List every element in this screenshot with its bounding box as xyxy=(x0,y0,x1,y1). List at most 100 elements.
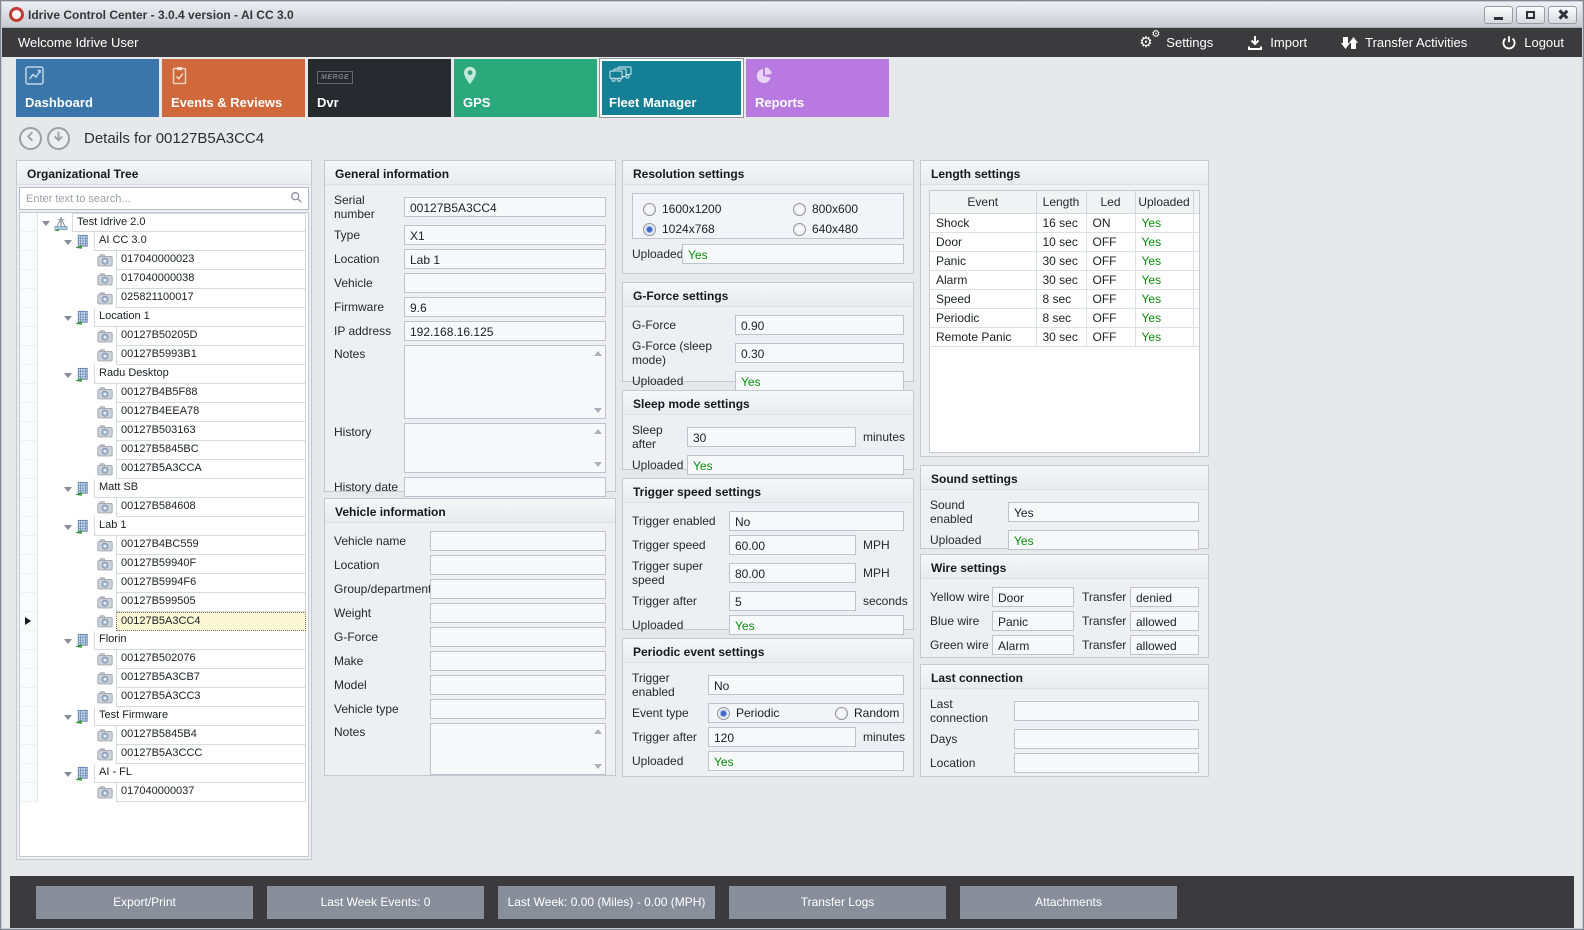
type-field[interactable]: X1 xyxy=(404,225,606,245)
uploaded-field[interactable]: Yes xyxy=(687,455,904,475)
event-type-option-periodic[interactable]: Periodic xyxy=(717,706,835,720)
tree-node-label[interactable]: Matt SB xyxy=(94,479,306,498)
search-icon[interactable] xyxy=(290,191,303,209)
tree-node-label[interactable]: AI - FL xyxy=(94,764,306,783)
tree-node-label[interactable]: 017040000023 xyxy=(116,251,306,270)
maximize-button[interactable] xyxy=(1516,5,1545,24)
tab-events-reviews[interactable]: Events & Reviews xyxy=(162,59,305,117)
tree-row[interactable]: Test Idrive 2.0 xyxy=(20,213,308,232)
ip-address-field[interactable]: 192.168.16.125 xyxy=(404,321,606,341)
notes-textarea[interactable] xyxy=(404,345,606,419)
collapse-arrow-icon[interactable] xyxy=(60,372,75,378)
history-textarea[interactable] xyxy=(404,423,606,473)
tree-node-label[interactable]: 00127B50205D xyxy=(116,327,306,346)
attachments-button[interactable]: Attachments xyxy=(960,885,1177,919)
tree-node-label[interactable]: Test Idrive 2.0 xyxy=(72,213,306,232)
tree-node-label[interactable]: 00127B59940F xyxy=(116,555,306,574)
tree-node-label[interactable]: 00127B4BC559 xyxy=(116,536,306,555)
tree-node-label[interactable]: 00127B5A3CCA xyxy=(116,460,306,479)
history-date-field[interactable] xyxy=(404,477,606,497)
expand-down-button[interactable] xyxy=(47,127,70,150)
tree-node-label[interactable]: 00127B4B5F88 xyxy=(116,384,306,403)
sound-enabled-field[interactable]: Yes xyxy=(1008,502,1199,522)
tree-row[interactable]: Florin xyxy=(20,631,308,650)
tree-node-label[interactable]: 00127B5A3CCC xyxy=(116,745,306,764)
radio-icon[interactable] xyxy=(643,202,656,216)
tree-node-label[interactable]: 00127B599505 xyxy=(116,593,306,612)
tree-node-label[interactable]: 00127B5A3CB7 xyxy=(116,669,306,688)
tree-row[interactable]: AI CC 3.0 xyxy=(20,232,308,251)
tree-node-label[interactable]: 00127B5845B4 xyxy=(116,726,306,745)
import-button[interactable]: Import xyxy=(1247,35,1307,51)
tree-row[interactable]: 00127B5A3CB7 xyxy=(20,669,308,688)
resolution-option-800x600[interactable]: 800x600 xyxy=(793,199,903,219)
tab-reports[interactable]: Reports xyxy=(746,59,889,117)
collapse-arrow-icon[interactable] xyxy=(60,315,75,321)
scroll-up-icon[interactable] xyxy=(594,351,602,356)
scroll-down-icon[interactable] xyxy=(594,408,602,413)
minimize-button[interactable] xyxy=(1484,5,1513,24)
tree-node-label[interactable]: Lab 1 xyxy=(94,517,306,536)
trigger-super-speed-field[interactable]: 80.00 xyxy=(729,563,856,583)
trigger-enabled-field[interactable]: No xyxy=(729,511,904,531)
tree-node-label[interactable]: 00127B5A3CC4 xyxy=(116,612,306,631)
tree-row[interactable]: Lab 1 xyxy=(20,517,308,536)
tree-node-label[interactable]: 00127B584608 xyxy=(116,498,306,517)
model-field[interactable] xyxy=(430,675,606,695)
trigger-after-field[interactable]: 120 xyxy=(708,727,856,747)
tab-dvr[interactable]: MERGE Dvr xyxy=(308,59,451,117)
collapse-arrow-icon[interactable] xyxy=(60,638,75,644)
sleep-after-field[interactable]: 30 xyxy=(687,427,856,447)
vehicle-name-field[interactable] xyxy=(430,531,606,551)
tree-row[interactable]: 025821100017 xyxy=(20,289,308,308)
tree-row[interactable]: 017040000023 xyxy=(20,251,308,270)
tree-row[interactable]: 00127B5A3CC4 xyxy=(20,612,308,631)
tree-row[interactable]: AI - FL xyxy=(20,764,308,783)
tree-row[interactable]: 00127B4B5F88 xyxy=(20,384,308,403)
tree-node-label[interactable]: 00127B503163 xyxy=(116,422,306,441)
length-table-row[interactable]: Remote Panic 30 sec OFF Yes xyxy=(930,326,1199,347)
tree-row[interactable]: 00127B4BC559 xyxy=(20,536,308,555)
g-force-sleep-mode--field[interactable]: 0.30 xyxy=(735,343,904,363)
collapse-arrow-icon[interactable] xyxy=(60,771,75,777)
radio-selected-icon[interactable] xyxy=(643,222,656,236)
collapse-arrow-icon[interactable] xyxy=(60,486,75,492)
tree-node-label[interactable]: 00127B5845BC xyxy=(116,441,306,460)
make-field[interactable] xyxy=(430,651,606,671)
tree-row[interactable]: 00127B5A3CCA xyxy=(20,460,308,479)
tree-node-label[interactable]: Test Firmware xyxy=(94,707,306,726)
tree-row[interactable]: Matt SB xyxy=(20,479,308,498)
days-field[interactable] xyxy=(1014,729,1199,749)
g-force-field[interactable] xyxy=(430,627,606,647)
tree-row[interactable]: 00127B5994F6 xyxy=(20,574,308,593)
tree-node-label[interactable]: Radu Desktop xyxy=(94,365,306,384)
uploaded-field[interactable]: Yes xyxy=(735,371,904,391)
radio-icon[interactable] xyxy=(793,222,806,236)
length-table-row[interactable]: Panic 30 sec OFF Yes xyxy=(930,250,1199,271)
tree-row[interactable]: 00127B50205D xyxy=(20,327,308,346)
tree-row[interactable]: Radu Desktop xyxy=(20,365,308,384)
tree-node-label[interactable]: 00127B4EEA78 xyxy=(116,403,306,422)
length-table-row[interactable]: Shock 16 sec ON Yes xyxy=(930,212,1199,233)
uploaded-field[interactable]: Yes xyxy=(1008,530,1199,550)
scroll-up-icon[interactable] xyxy=(594,429,602,434)
collapse-arrow-icon[interactable] xyxy=(60,239,75,245)
tree-node-label[interactable]: 017040000038 xyxy=(116,270,306,289)
collapse-arrow-icon[interactable] xyxy=(60,524,75,530)
transfer-activities-button[interactable]: Transfer Activities xyxy=(1341,35,1467,51)
vehicle-type-field[interactable] xyxy=(430,699,606,719)
tree-row[interactable]: Test Firmware xyxy=(20,707,308,726)
tree-row[interactable]: 00127B503163 xyxy=(20,422,308,441)
location-field[interactable] xyxy=(1014,753,1199,773)
tree-row[interactable]: 00127B502076 xyxy=(20,650,308,669)
length-table-row[interactable]: Speed 8 sec OFF Yes xyxy=(930,288,1199,309)
export-print-button[interactable]: Export/Print xyxy=(36,885,253,919)
tree-row[interactable]: 017040000038 xyxy=(20,270,308,289)
tab-gps[interactable]: GPS xyxy=(454,59,597,117)
radio-selected-icon[interactable] xyxy=(717,706,730,720)
scroll-down-icon[interactable] xyxy=(594,764,602,769)
tree-node-label[interactable]: Florin xyxy=(94,631,306,650)
g-force-field[interactable]: 0.90 xyxy=(735,315,904,335)
wire-event-field[interactable]: Alarm xyxy=(992,635,1074,655)
resolution-option-1600x1200[interactable]: 1600x1200 xyxy=(643,199,793,219)
